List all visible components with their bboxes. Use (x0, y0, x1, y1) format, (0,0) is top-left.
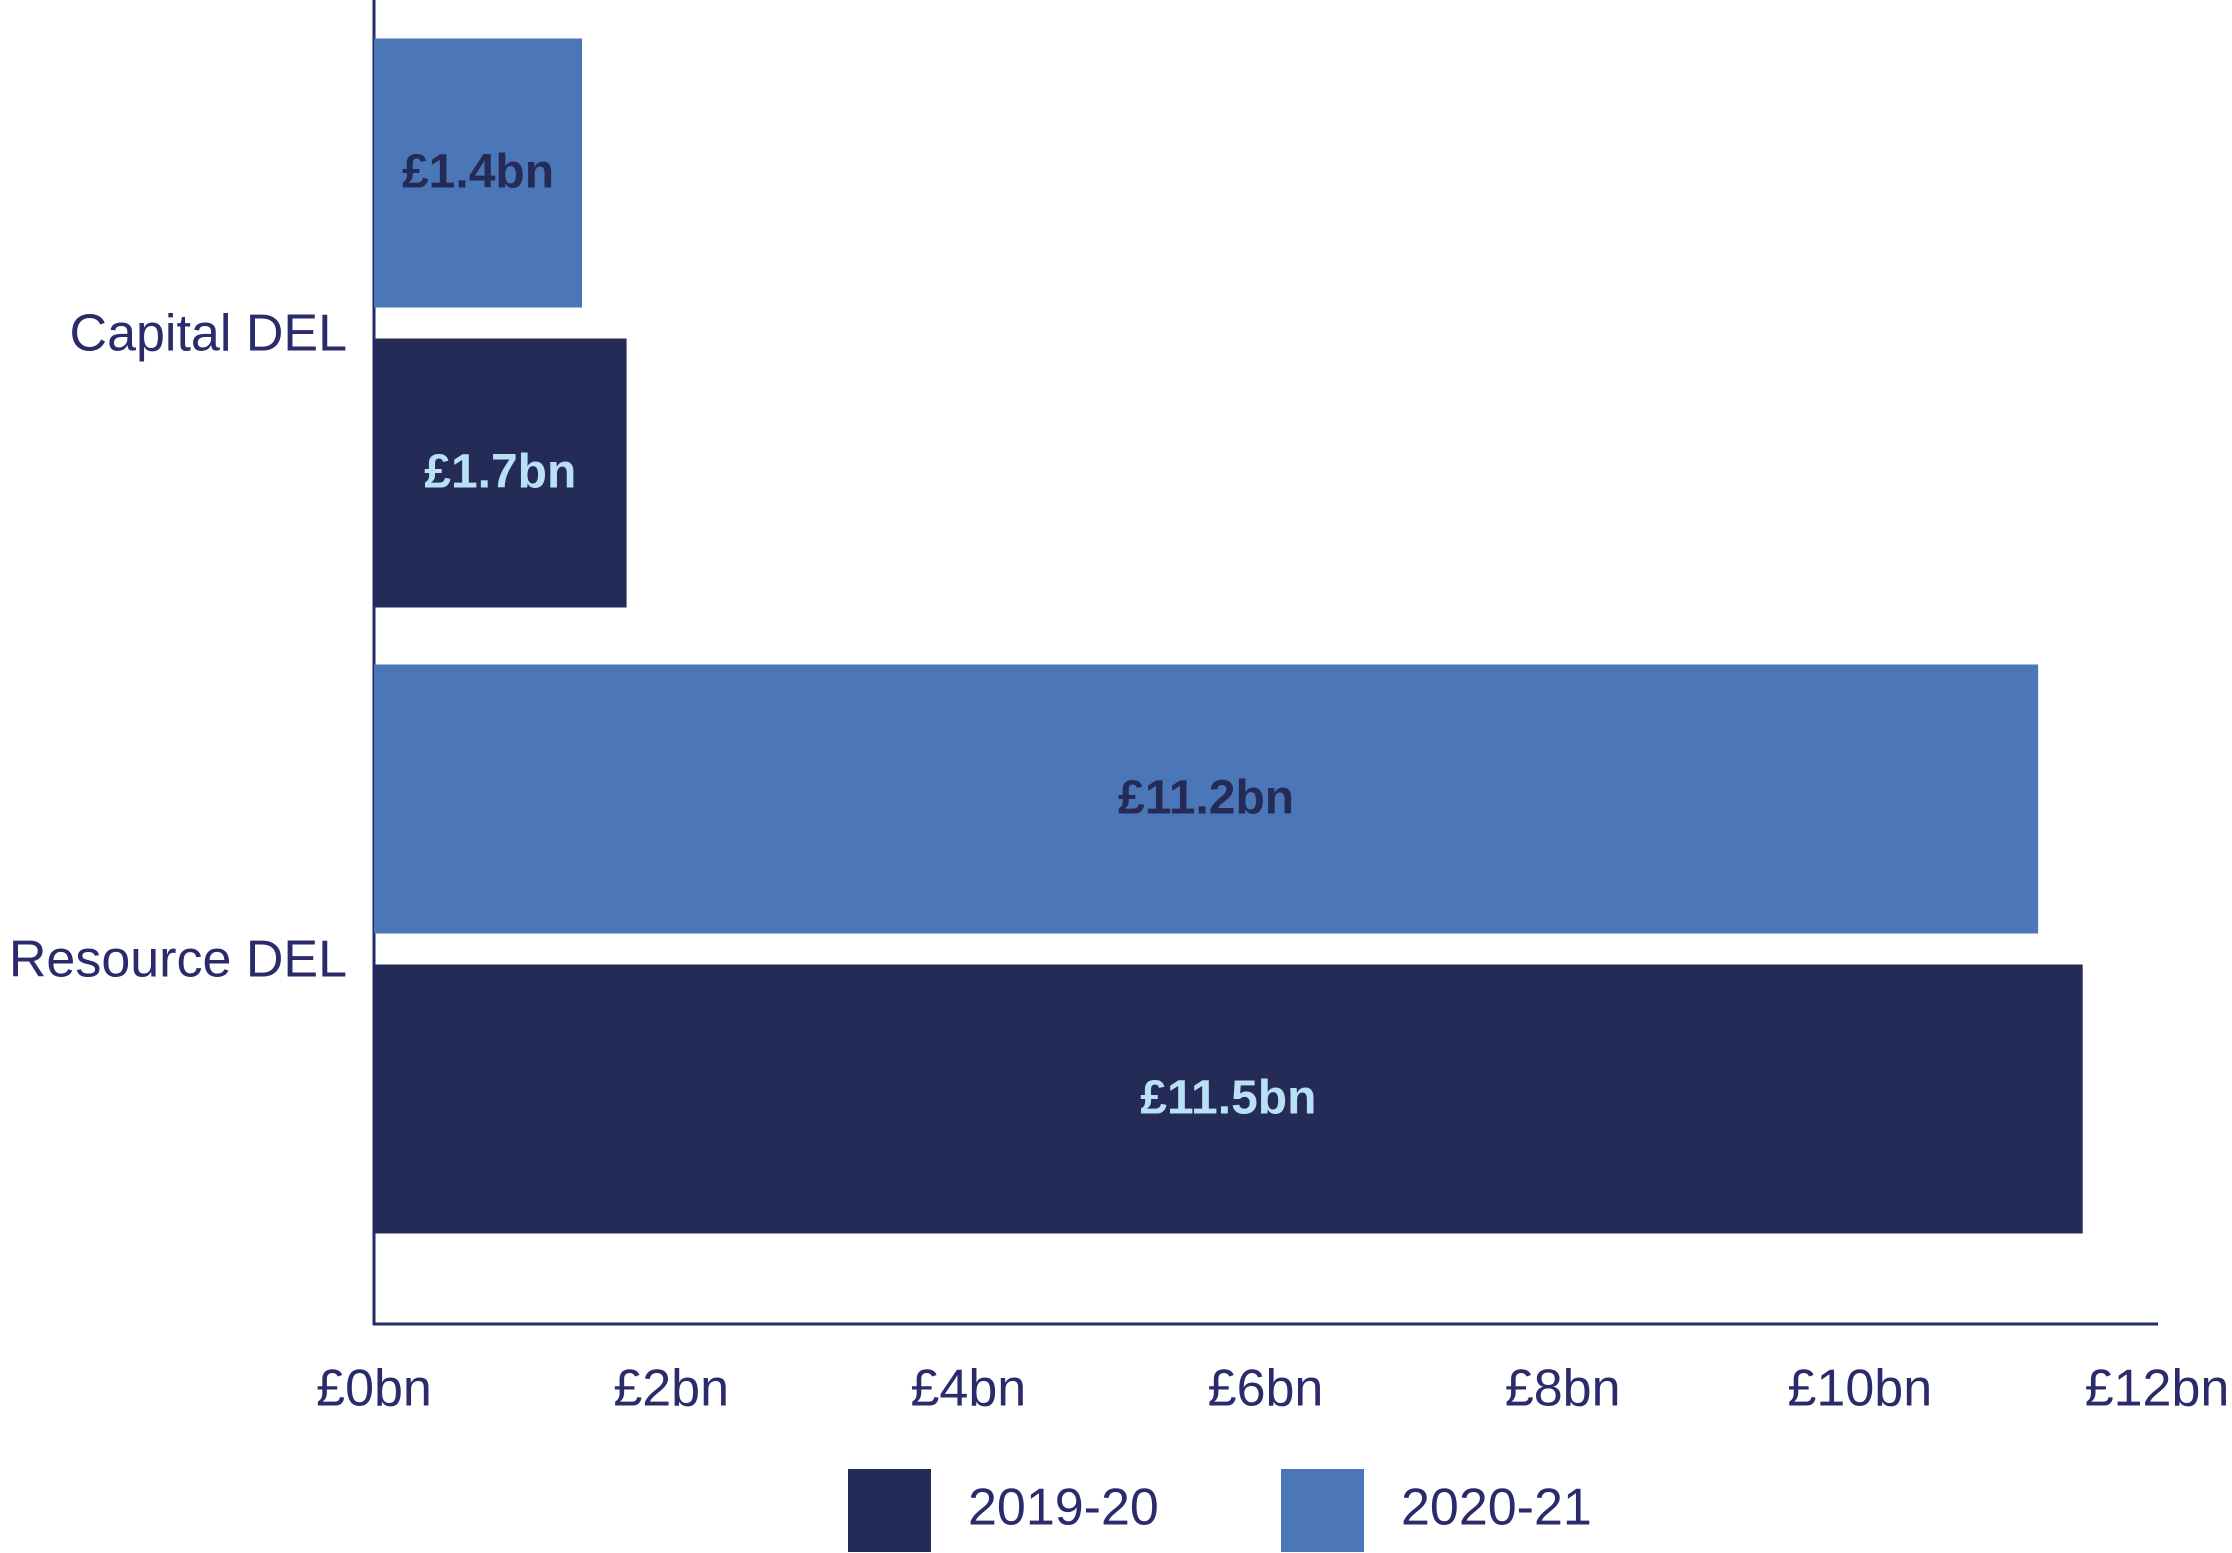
category-label: Resource DEL (9, 931, 347, 989)
legend-label: 2019-20 (968, 1479, 1159, 1537)
bar (374, 38, 583, 308)
x-tick-label: £8bn (1505, 1360, 1621, 1418)
bar (374, 664, 2039, 934)
legend-swatch (1281, 1469, 1364, 1552)
legend-label: 2020-21 (1401, 1479, 1592, 1537)
value-label: £11.2bn (1118, 772, 1294, 825)
x-tick-label: £12bn (2085, 1360, 2230, 1418)
x-tick-label: £6bn (1208, 1360, 1324, 1418)
value-label: £1.7bn (424, 446, 576, 499)
x-tick-label: £2bn (613, 1360, 729, 1418)
x-tick-label: £4bn (910, 1360, 1026, 1418)
bar (374, 338, 627, 608)
value-label: £11.5bn (1140, 1072, 1316, 1125)
bar (374, 964, 2083, 1234)
category-label: Capital DEL (70, 305, 347, 363)
x-tick-label: £10bn (1788, 1360, 1933, 1418)
legend-swatch (848, 1469, 931, 1552)
value-label: £1.4bn (402, 146, 554, 199)
x-tick-label: £0bn (316, 1360, 432, 1418)
